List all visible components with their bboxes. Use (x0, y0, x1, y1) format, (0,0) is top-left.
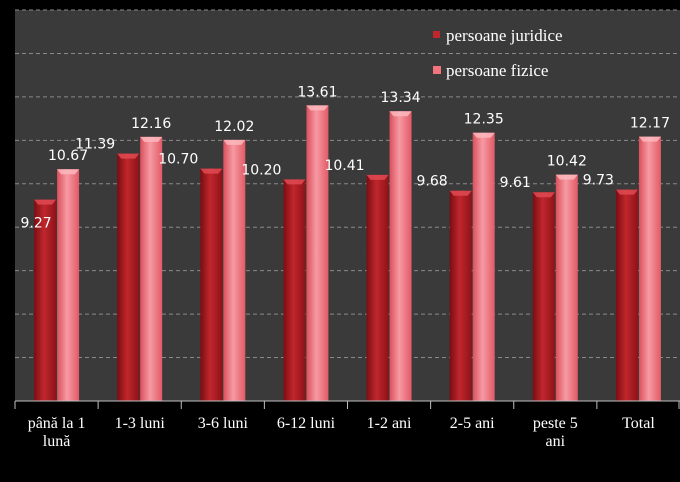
bar-fizice (223, 139, 246, 401)
bar-cap (117, 153, 140, 159)
bar-cap (472, 132, 495, 138)
data-label: 11.39 (75, 137, 115, 153)
bar-fizice (57, 169, 80, 401)
bar-juridice (34, 199, 57, 401)
bar-juridice (117, 153, 140, 401)
data-label: 9.68 (417, 174, 448, 190)
data-label: 10.41 (324, 158, 364, 174)
x-tick-label: 6-12 luni (277, 415, 336, 432)
bar-cap (200, 168, 223, 174)
bar-cap (638, 136, 661, 142)
bar-cap (615, 189, 638, 195)
bar-cap (140, 136, 163, 142)
x-tick-label: 1-2 ani (367, 415, 412, 432)
bar-juridice (283, 179, 306, 401)
legend-label-juridice: persoane juridice (446, 26, 563, 45)
bar-fizice (555, 174, 578, 401)
bar-cap (389, 111, 412, 117)
legend-item-fizice: persoane fizice (433, 61, 548, 80)
x-tick-label: 2-5 ani (450, 415, 495, 432)
data-label: 13.61 (297, 84, 337, 100)
data-label: 10.70 (158, 152, 198, 168)
x-tick-label: până la 1 (28, 415, 86, 432)
bar-cap (555, 174, 578, 180)
legend-label-fizice: persoane fizice (446, 61, 548, 80)
data-label: 10.42 (547, 154, 587, 170)
x-tick-label: peste 5 (533, 415, 578, 432)
data-label: 12.16 (131, 116, 171, 132)
data-label: 9.61 (500, 175, 531, 191)
bar-cap (57, 169, 80, 175)
x-tick-label: Total (622, 415, 655, 432)
legend: persoane juridice persoane fizice (433, 26, 563, 80)
data-label: 12.17 (630, 116, 670, 132)
bar-cap (449, 190, 472, 196)
data-label: 10.20 (241, 162, 281, 178)
data-label: 9.73 (583, 173, 614, 189)
bar-juridice (366, 174, 389, 401)
data-label: 12.35 (464, 112, 504, 128)
bar-juridice (532, 192, 555, 401)
data-label: 9.27 (20, 216, 51, 232)
plot-area (15, 10, 680, 401)
x-tick-label: 3-6 luni (198, 415, 249, 432)
bar-fizice (638, 136, 661, 401)
bar-fizice (472, 132, 495, 401)
bar-fizice (306, 105, 329, 401)
bar-cap (532, 192, 555, 198)
legend-swatch-fizice (433, 66, 441, 74)
bar-cap (306, 105, 329, 111)
x-tick-label: lună (43, 433, 71, 450)
bar-juridice (615, 189, 638, 401)
bar-juridice (449, 190, 472, 401)
legend-swatch-juridice (433, 31, 440, 38)
data-label: 13.34 (381, 90, 421, 106)
bars (34, 105, 661, 401)
data-label: 12.02 (214, 119, 254, 135)
x-tick-label: ani (546, 433, 566, 450)
bar-cap (34, 199, 57, 205)
data-label: 10.67 (48, 148, 88, 164)
bar-fizice (389, 111, 412, 401)
legend-item-juridice: persoane juridice (433, 26, 563, 45)
bar-cap (283, 179, 306, 185)
bar-cap (366, 174, 389, 180)
bar-cap (223, 139, 246, 145)
bar-fizice (140, 136, 163, 401)
bar-juridice (200, 168, 223, 401)
x-tick-label: 1-3 luni (115, 415, 166, 432)
